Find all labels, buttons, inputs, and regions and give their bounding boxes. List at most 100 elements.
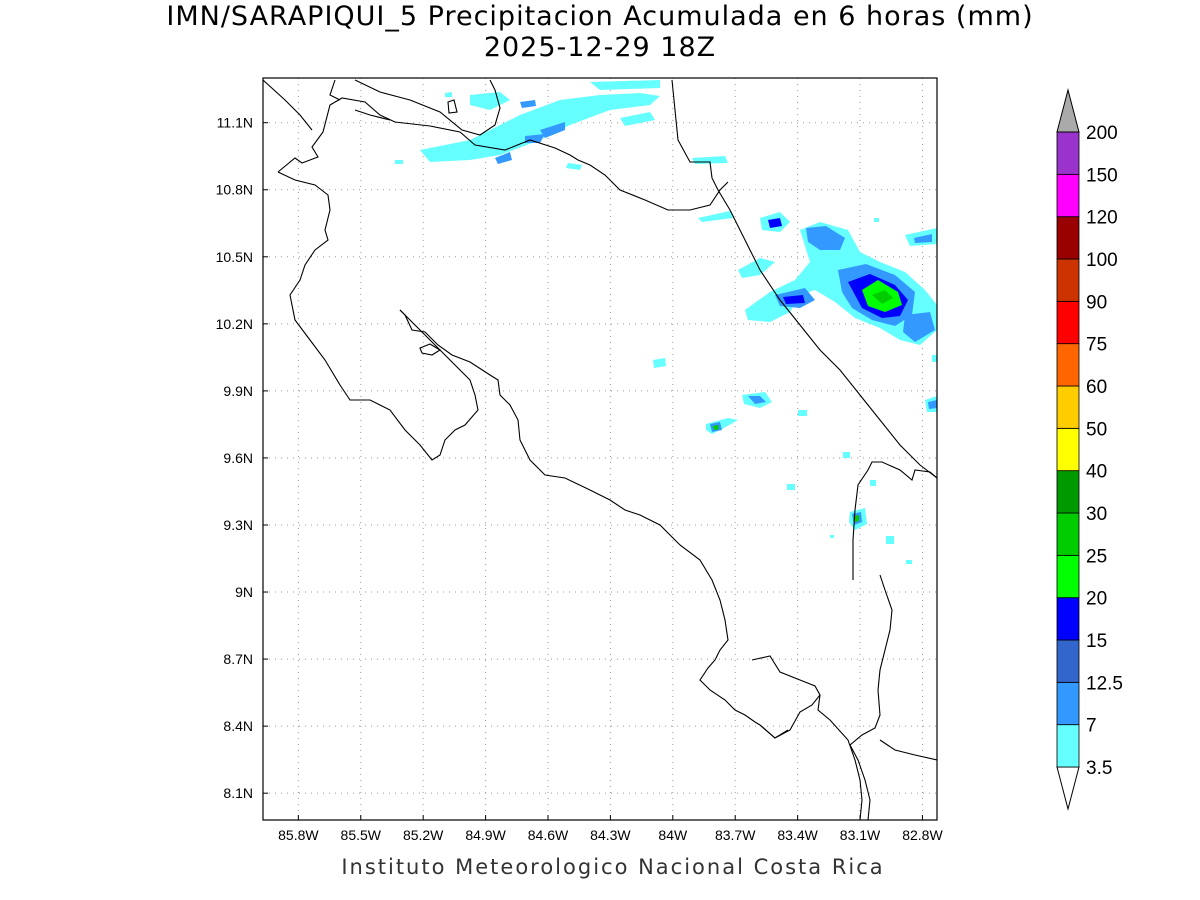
colorbar-label: 15	[1086, 631, 1107, 652]
lat-tick-label: 8.7N	[223, 651, 253, 667]
coast-line	[879, 739, 937, 761]
precip-area	[870, 480, 876, 486]
precip-area	[738, 258, 775, 278]
coast-line	[849, 574, 893, 820]
colorbar-swatch	[1056, 216, 1080, 260]
colorbar-label: 90	[1086, 292, 1107, 313]
coastlines	[263, 79, 937, 820]
lon-tick-label: 83.4W	[777, 827, 818, 843]
border-line	[277, 97, 729, 211]
lake-outline	[354, 79, 501, 136]
precip-area	[620, 112, 655, 126]
precip-area	[713, 425, 719, 430]
lat-tick-label: 8.4N	[223, 718, 253, 734]
precip-area	[928, 400, 937, 409]
colorbar-swatch	[1056, 343, 1080, 387]
precip-area	[420, 93, 660, 162]
colorbar-swatch	[1056, 554, 1080, 599]
lat-tick-label: 10.5N	[216, 249, 253, 265]
precip-area	[525, 134, 545, 143]
map-grid	[263, 78, 937, 820]
lat-tick-label: 8.1N	[223, 785, 253, 801]
precip-area	[768, 218, 782, 228]
border-line	[852, 461, 937, 580]
precip-area	[783, 295, 805, 304]
lat-tick-label: 11.1N	[217, 115, 253, 131]
precip-area	[395, 160, 403, 164]
precip-area	[843, 452, 850, 458]
colorbar-label: 20	[1086, 589, 1107, 610]
coast-line	[817, 694, 863, 820]
lon-tick-label: 85.5W	[341, 827, 382, 843]
lon-tick-label: 84.9W	[465, 827, 506, 843]
coast-line	[263, 79, 313, 131]
precip-area	[566, 163, 582, 170]
map-axes: 85.8W 85.5W 85.2W 84.9W 84.6W 84.3W 84W 83.7W 83…	[216, 115, 944, 843]
credit-text: Instituto Meteorologico Nacional Costa R…	[341, 855, 885, 879]
colorbar-label: 3.5	[1086, 758, 1112, 779]
precip-area	[540, 122, 565, 138]
colorbar-swatch	[1056, 173, 1080, 218]
island-outline	[419, 343, 442, 356]
colorbar-swatch	[1056, 597, 1080, 641]
colorbar-under-triangle	[1056, 766, 1080, 811]
colorbar-label: 150	[1086, 165, 1118, 186]
lon-tick-label: 84.6W	[528, 827, 569, 843]
precip-area	[874, 218, 879, 222]
precip-area	[653, 358, 666, 368]
precip-area	[698, 211, 733, 222]
lat-tick-label: 9N	[235, 584, 253, 600]
coast-line	[329, 79, 341, 101]
colorbar-swatch	[1056, 427, 1080, 472]
precip-area	[590, 80, 660, 90]
colorbar-label: 100	[1086, 250, 1118, 271]
colorbar-swatch	[1056, 385, 1080, 429]
colorbar-swatch	[1056, 724, 1080, 768]
colorbar-swatch	[1056, 639, 1080, 683]
precip-area	[787, 484, 795, 490]
precip-area	[520, 100, 536, 108]
precip-area	[830, 535, 834, 538]
precip-area	[445, 92, 452, 97]
colorbar-swatch	[1056, 470, 1080, 514]
precip-area	[806, 226, 845, 250]
lon-tick-label: 82.8W	[902, 827, 943, 843]
coast-line	[671, 79, 937, 479]
colorbar-label: 120	[1086, 208, 1118, 229]
colorbar-label: 75	[1086, 335, 1107, 356]
colorbar-label: 200	[1086, 123, 1118, 144]
lat-tick-label: 9.9N	[223, 383, 253, 399]
precipitation-field	[395, 80, 937, 564]
precip-area	[906, 560, 912, 564]
colorbar-swatch	[1056, 300, 1080, 345]
colorbar-label: 12.5	[1086, 673, 1123, 694]
precip-area	[798, 410, 807, 416]
map-valid-time: 2025-12-29 18Z	[483, 32, 717, 63]
map-title: IMN/SARAPIQUI_5 Precipitacion Acumulada …	[166, 1, 1034, 32]
coast-line	[277, 171, 479, 461]
colorbar: 3.5 7 12.5 15 20 25 30 40 50 60 75 90 100 120 150 200	[1056, 88, 1123, 811]
colorbar-over-triangle	[1056, 88, 1080, 133]
colorbar-label: 50	[1086, 419, 1107, 440]
precip-area	[748, 396, 766, 404]
lat-tick-label: 10.2N	[216, 316, 253, 332]
plot-frame	[262, 77, 938, 821]
precip-area	[470, 92, 510, 110]
precip-area	[872, 290, 893, 304]
lat-tick-label: 9.6N	[223, 450, 253, 466]
precip-area	[854, 515, 859, 522]
coast-line	[447, 99, 458, 114]
lat-tick-label: 9.3N	[223, 517, 253, 533]
colorbar-swatch	[1056, 258, 1080, 302]
coast-line	[354, 109, 391, 121]
colorbar-label: 40	[1086, 462, 1107, 483]
precip-area	[932, 355, 937, 362]
colorbar-label: 60	[1086, 377, 1107, 398]
lon-tick-label: 83.1W	[840, 827, 881, 843]
lat-tick-label: 10.8N	[216, 182, 253, 198]
lon-tick-label: 85.8W	[278, 827, 319, 843]
colorbar-label: 30	[1086, 504, 1107, 525]
precip-area	[914, 234, 932, 243]
coast-line	[759, 724, 789, 739]
